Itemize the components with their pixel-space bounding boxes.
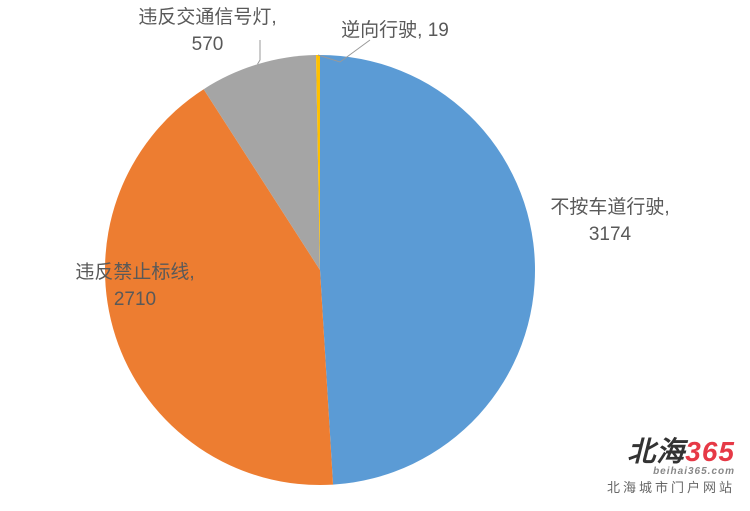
label-traffic-signal-text: 违反交通信号灯,	[138, 7, 276, 28]
watermark-main-text: 北海	[627, 436, 685, 467]
label-lane-driving-text: 不按车道行驶,	[550, 197, 669, 218]
watermark-365: 365	[685, 436, 735, 467]
watermark-logo: 北海365 beihai365.com	[607, 430, 735, 477]
label-prohibited-lines-text: 违反禁止标线,	[75, 262, 194, 283]
label-prohibited-lines: 违反禁止标线, 2710	[55, 260, 215, 313]
label-wrong-way-text: 逆向行驶, 19	[341, 20, 449, 41]
watermark-domain: beihai365.com	[607, 466, 735, 477]
watermark-subtitle: 北海城市门户网站	[607, 477, 735, 496]
label-wrong-way: 逆向行驶, 19	[320, 18, 470, 45]
label-lane-driving: 不按车道行驶, 3174	[530, 195, 690, 248]
label-prohibited-lines-value: 2710	[114, 289, 156, 310]
watermark: 北海365 beihai365.com 北海城市门户网站	[607, 430, 735, 496]
label-traffic-signal-value: 570	[192, 34, 224, 55]
label-traffic-signal: 违反交通信号灯, 570	[120, 5, 295, 58]
pie-slice-0	[320, 55, 535, 485]
label-lane-driving-value: 3174	[589, 224, 631, 245]
